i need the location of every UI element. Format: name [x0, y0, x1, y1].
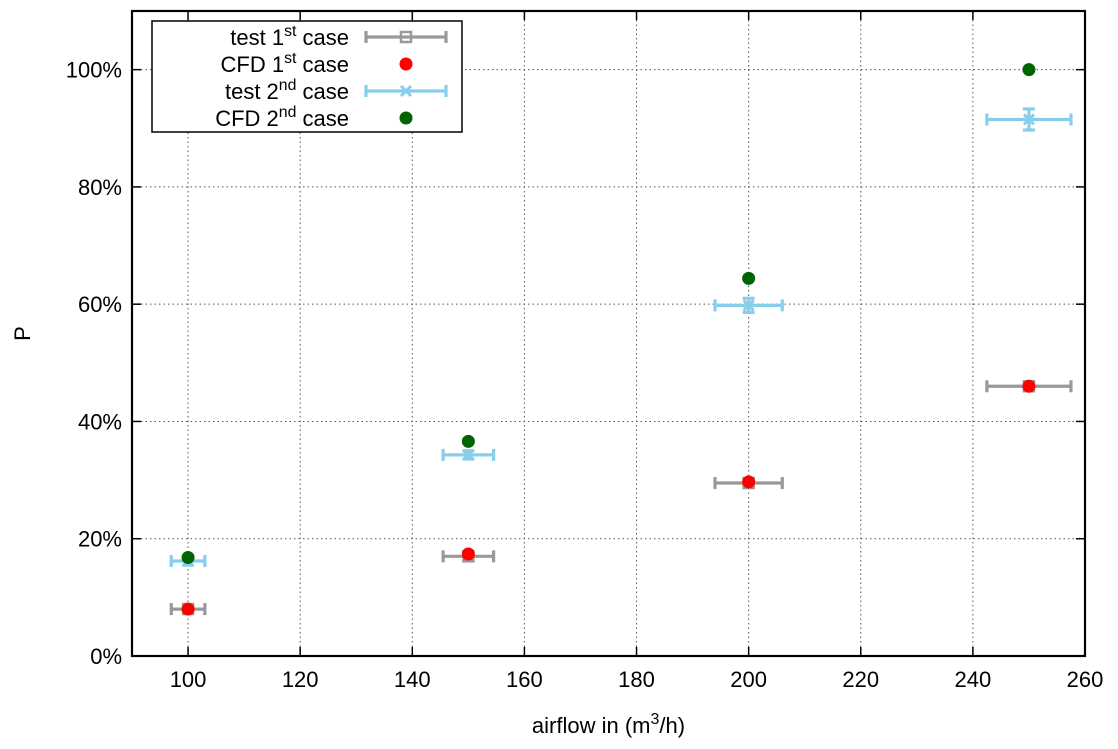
series-2-point: [181, 602, 195, 616]
series-4-point: [461, 434, 475, 448]
axis-ticks: 100 120 140 160 180 200 220 240 260 0% 20% 40% 60% 80…: [66, 11, 1104, 692]
y-tick-label: 40%: [78, 409, 122, 434]
y-axis-label: P: [10, 326, 35, 341]
x-tick-label: 160: [506, 667, 543, 692]
legend-label: test 1st case: [230, 23, 349, 50]
x-tick-label: 260: [1067, 667, 1104, 692]
y-tick-label: 60%: [78, 292, 122, 317]
series-2-point: [461, 547, 475, 561]
series-3: [169, 107, 1073, 568]
series-3-point: [462, 448, 475, 461]
series-2-point: [742, 475, 756, 489]
x-tick-label: 200: [730, 667, 767, 692]
series-2-point: [1022, 379, 1036, 393]
x-axis-label: airflow in (m3/h): [532, 711, 685, 738]
x-tick-label: 240: [955, 667, 992, 692]
x-tick-label: 100: [170, 667, 207, 692]
series-4: [181, 63, 1036, 564]
legend-swatch-marker: [399, 30, 413, 44]
y-tick-label: 80%: [78, 175, 122, 200]
legend-label: CFD 2nd case: [215, 104, 349, 131]
legend-label: CFD 1st case: [221, 50, 349, 77]
y-tick-label: 100%: [66, 58, 122, 83]
x-tick-label: 220: [842, 667, 879, 692]
series-1: [169, 380, 1073, 616]
legend-label: test 2nd case: [225, 77, 349, 104]
series-4-point: [742, 271, 756, 285]
legend-swatch-marker: [399, 57, 413, 71]
x-tick-label: 140: [394, 667, 431, 692]
series-4-point: [181, 550, 195, 564]
x-tick-label: 180: [618, 667, 655, 692]
series-3-point: [1022, 113, 1036, 126]
series-2: [181, 379, 1036, 616]
series-3-point: [742, 299, 755, 312]
plot-frame: [130, 9, 1087, 658]
y-tick-label: 0%: [90, 644, 122, 669]
y-tick-label: 20%: [78, 527, 122, 552]
data-marks: [169, 63, 1073, 616]
x-tick-label: 120: [282, 667, 319, 692]
legend-swatch-marker: [399, 111, 413, 125]
series-4-point: [1022, 63, 1036, 77]
legend-swatch-marker: [399, 84, 413, 98]
